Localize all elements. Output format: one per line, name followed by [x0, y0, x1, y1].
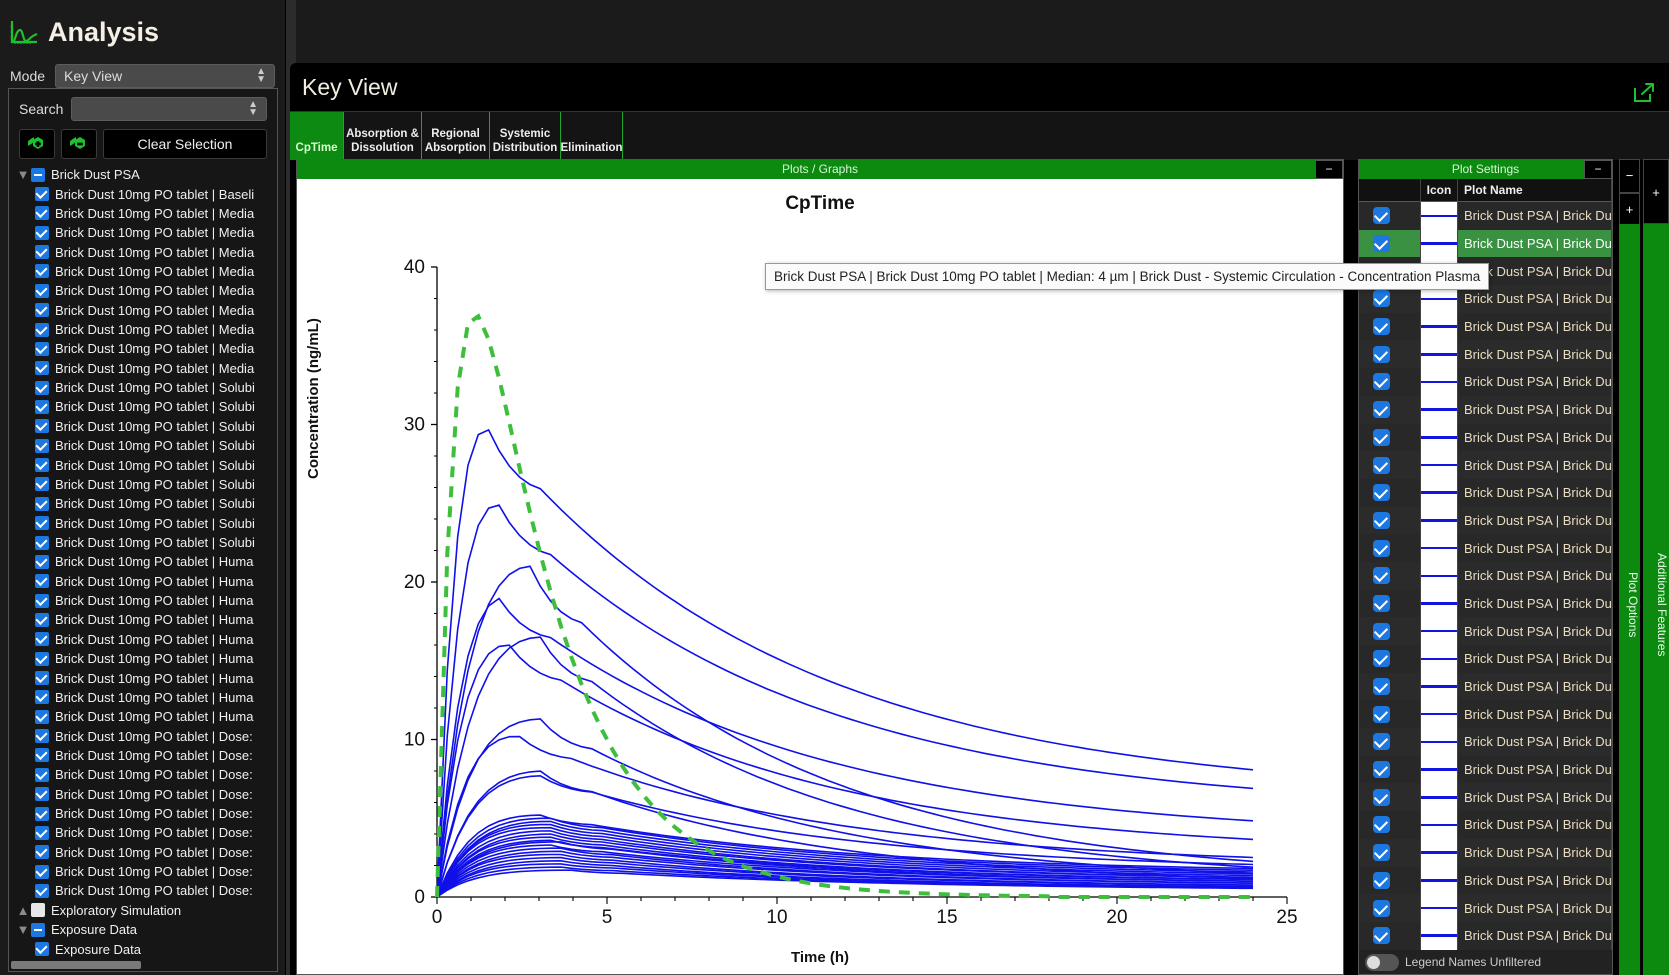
svg-text:15: 15 — [936, 907, 957, 928]
svg-text:25: 25 — [1276, 907, 1297, 928]
svg-text:30: 30 — [404, 415, 425, 436]
svg-text:20: 20 — [404, 572, 425, 593]
svg-text:10: 10 — [766, 907, 787, 928]
svg-text:0: 0 — [432, 907, 443, 928]
svg-text:10: 10 — [404, 730, 425, 751]
svg-text:5: 5 — [602, 907, 613, 928]
svg-text:0: 0 — [414, 887, 425, 908]
svg-text:40: 40 — [404, 257, 425, 278]
svg-text:20: 20 — [1106, 907, 1127, 928]
